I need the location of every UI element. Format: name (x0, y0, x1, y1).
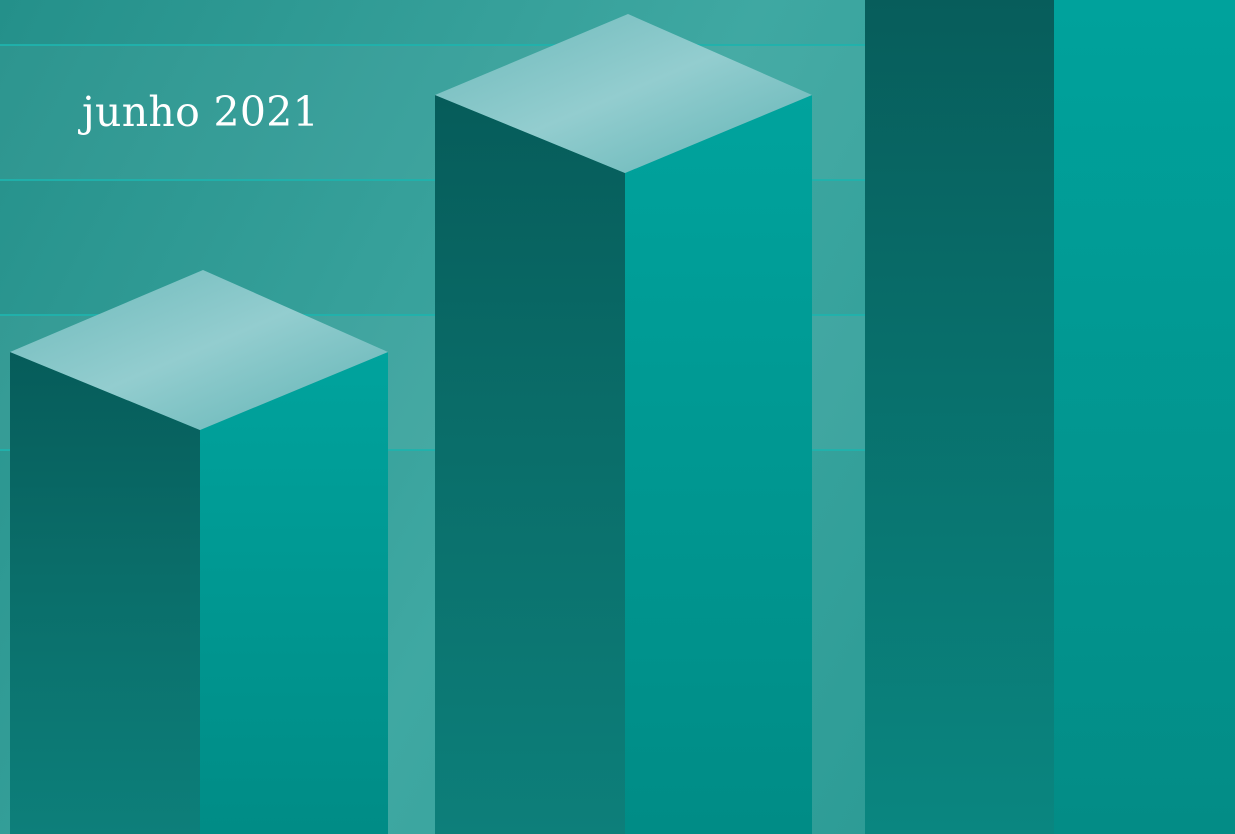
cover-date: junho 2021 (82, 88, 319, 136)
bar-right-face (1054, 0, 1235, 834)
bar-short (10, 270, 388, 834)
bar-medium (435, 14, 812, 834)
bar-right-face (200, 352, 388, 834)
bar-left-face (435, 95, 625, 834)
bar-top-face (435, 14, 812, 173)
bar-right-face (625, 95, 812, 834)
bar-left-face (10, 352, 200, 834)
bar-left-face (865, 0, 1054, 834)
bar-top-face (10, 270, 388, 430)
bar-tall (865, 0, 1235, 834)
